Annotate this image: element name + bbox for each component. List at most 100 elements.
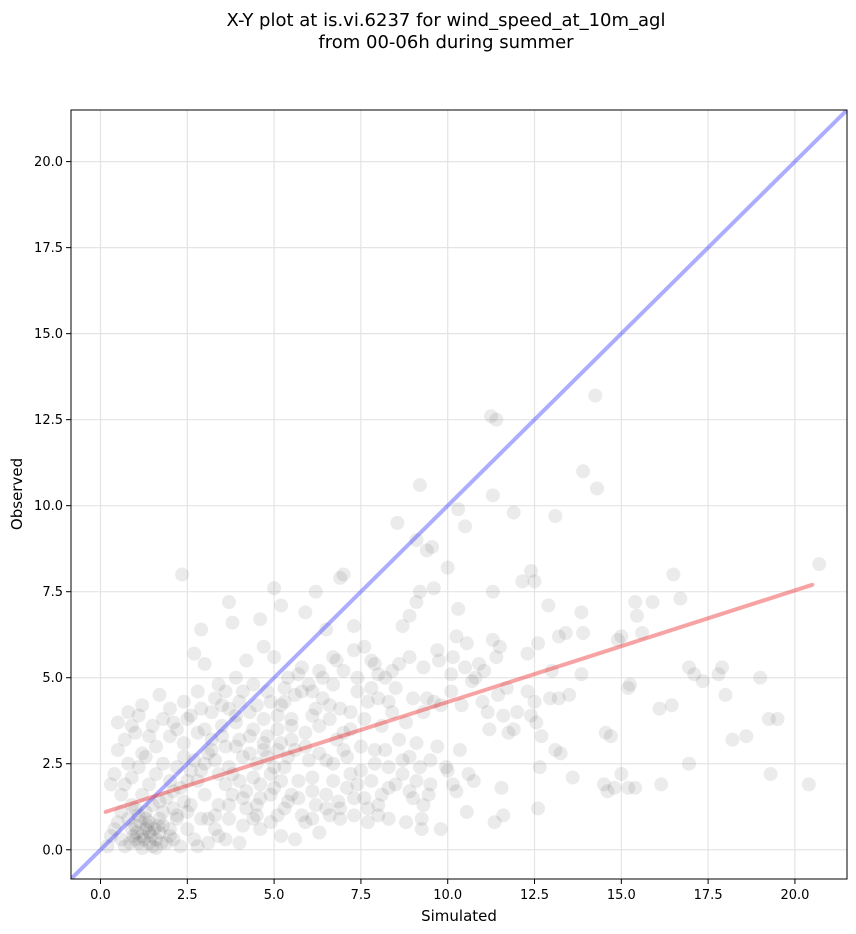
x-tick-label: 20.0 (780, 888, 809, 903)
scatter-point (100, 839, 115, 854)
scatter-point (392, 656, 407, 671)
scatter-point (409, 773, 424, 788)
scatter-point (353, 739, 368, 754)
scatter-point (364, 681, 379, 696)
scatter-point (152, 794, 167, 809)
scatter-point (715, 660, 730, 675)
scatter-point (425, 539, 440, 554)
scatter-point (175, 567, 190, 582)
scatter-point (256, 736, 271, 751)
scatter-point (249, 798, 264, 813)
scatter-point (291, 667, 306, 682)
scatter-point (459, 636, 474, 651)
scatter-point (110, 742, 125, 757)
scatter-point (267, 650, 282, 665)
scatter-point (221, 595, 236, 610)
scatter-point (312, 825, 327, 840)
scatter-point (287, 687, 302, 702)
scatter-point (371, 798, 386, 813)
scatter-point (461, 767, 476, 782)
scatter-point (204, 732, 219, 747)
scatter-point (218, 684, 233, 699)
scatter-point (131, 708, 146, 723)
scatter-point (211, 677, 226, 692)
scatter-point (263, 694, 278, 709)
scatter-point (129, 825, 144, 840)
scatter-point (489, 412, 504, 427)
scatter-point (484, 409, 499, 424)
scatter-point (367, 756, 382, 771)
scatter-point (287, 742, 302, 757)
scatter-point (412, 584, 427, 599)
scatter-point (138, 749, 153, 764)
scatter-point (628, 595, 643, 610)
scatter-point (364, 773, 379, 788)
scatter-point (253, 612, 268, 627)
scatter-point (343, 705, 358, 720)
scatter-point (360, 694, 375, 709)
scatter-point (426, 581, 441, 596)
scatter-point (574, 605, 589, 620)
scatter-point (117, 732, 132, 747)
scatter-point (574, 667, 589, 682)
scatter-point (628, 780, 643, 795)
scatter-point (367, 742, 382, 757)
scatter-point (336, 663, 351, 678)
scatter-point (395, 753, 410, 768)
scatter-point (695, 674, 710, 689)
scatter-point (190, 725, 205, 740)
scatter-point (405, 691, 420, 706)
scatter-point (274, 698, 289, 713)
scatter-point (520, 684, 535, 699)
scatter-point (142, 815, 157, 830)
scatter-point (440, 560, 455, 575)
scatter-point (761, 712, 776, 727)
scatter-point (445, 650, 460, 665)
scatter-point (621, 780, 636, 795)
scatter-point (333, 811, 348, 826)
y-tick-label: 2.5 (42, 757, 63, 772)
scatter-point (169, 808, 184, 823)
scatter-point (225, 767, 240, 782)
scatter-point (260, 684, 275, 699)
scatter-point (315, 691, 330, 706)
scatter-point (350, 670, 365, 685)
scatter-point (246, 811, 261, 826)
scatter-point (416, 705, 431, 720)
scatter-point (506, 722, 521, 737)
scatter-point (201, 811, 216, 826)
scatter-point (124, 718, 139, 733)
scatter-point (131, 808, 146, 823)
x-tick-label: 5.0 (264, 888, 285, 903)
scatter-point (284, 718, 299, 733)
scatter-point (152, 811, 167, 826)
scatter-point (562, 687, 577, 702)
scatter-point (149, 739, 164, 754)
y-tick-label: 10.0 (34, 499, 63, 514)
scatter-point (110, 715, 125, 730)
scatter-point (430, 739, 445, 754)
scatter-point (149, 841, 164, 856)
scatter-point (232, 732, 247, 747)
scatter-point (718, 687, 733, 702)
scatter-point (260, 749, 275, 764)
scatter-point (343, 767, 358, 782)
scatter-point (340, 780, 355, 795)
scatter-point (142, 835, 157, 850)
x-tick-label: 7.5 (351, 888, 372, 903)
scatter-point (541, 598, 556, 613)
scatter-point (267, 780, 282, 795)
scatter-point (426, 694, 441, 709)
scatter-point (312, 663, 327, 678)
scatter-point (326, 756, 341, 771)
y-axis-ticks: 0.0 2.5 5.0 7.5 10.0 12.5 15.0 17.5 20.0 (34, 155, 71, 858)
scatter-point (482, 722, 497, 737)
scatter-point (159, 791, 174, 806)
scatter-point (739, 729, 754, 744)
scatter-point (128, 801, 143, 816)
scatter-point (187, 832, 202, 847)
scatter-point (166, 801, 181, 816)
scatter-point (218, 777, 233, 792)
scatter-point (166, 832, 181, 847)
